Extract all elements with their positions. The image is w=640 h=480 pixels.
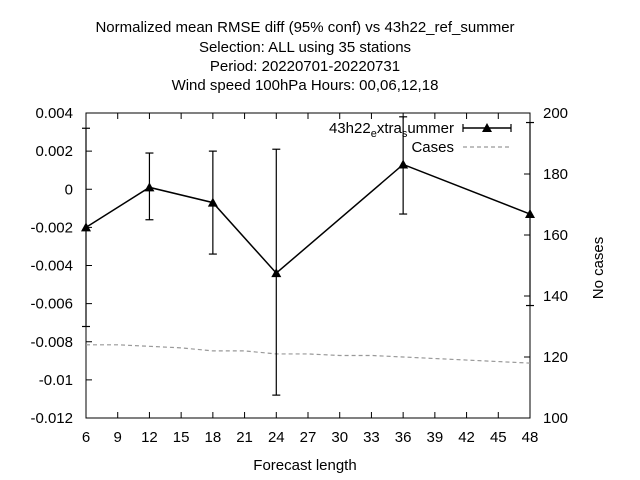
legend-subscript: e	[371, 128, 377, 140]
legend-text-segment: xtra	[377, 120, 403, 137]
y2-tick-label: 160	[543, 227, 568, 244]
x-tick-label: 9	[114, 429, 122, 446]
x-tick-label: 6	[82, 429, 90, 446]
data-point-marker	[144, 182, 155, 192]
legend-marker	[482, 123, 492, 132]
x-tick-label: 36	[395, 429, 412, 446]
y-tick-label: -0.012	[30, 410, 73, 427]
plot-frame	[85, 112, 531, 419]
y2-tick-label: 140	[543, 288, 568, 305]
x-tick-label: 30	[331, 429, 348, 446]
x-tick-label: 12	[141, 429, 158, 446]
data-point-marker	[525, 209, 535, 219]
axis-ticks: 6 9 12 15 18 21 24 27 30 33 36 39 42 45 48 -0.012 -0.01 -…	[30, 105, 568, 446]
y-tick-label: -0.002	[30, 219, 73, 236]
legend-label-cases: Cases	[411, 139, 454, 156]
legend-text-segment: ummer	[407, 120, 454, 137]
legend-symbol-series-1	[462, 123, 512, 132]
x-tick-label: 39	[427, 429, 444, 446]
legend-label-series-1: 43h22extrasummer	[329, 120, 454, 140]
y2-axis-label: No cases	[590, 237, 607, 300]
y2-tick-label: 200	[543, 105, 568, 122]
data-point-marker	[81, 222, 91, 232]
y-tick-label: -0.006	[30, 296, 73, 313]
data-point-marker	[207, 197, 218, 207]
x-tick-label: 27	[300, 429, 317, 446]
y-tick-label: 0.002	[35, 143, 73, 160]
cases-series	[86, 344, 531, 364]
rmse-series	[81, 116, 535, 396]
y-tick-label: -0.01	[39, 372, 73, 389]
x-tick-label: 24	[268, 429, 285, 446]
x-tick-label: 33	[363, 429, 380, 446]
data-point-marker	[398, 159, 409, 169]
y-tick-label: 0	[65, 181, 73, 198]
y-tick-label: -0.008	[30, 334, 73, 351]
y-tick-label: 0.004	[35, 105, 73, 122]
legend-text-segment: 43h22	[329, 120, 371, 137]
x-tick-label: 15	[173, 429, 190, 446]
cases-line	[86, 344, 531, 364]
x-tick-label: 21	[236, 429, 253, 446]
title-line-1: Normalized mean RMSE diff (95% conf) vs …	[95, 19, 514, 36]
x-tick-label: 42	[458, 429, 475, 446]
series-line	[85, 163, 531, 275]
title-line-3: Period: 20220701-20220731	[210, 58, 400, 75]
y-tick-label: -0.004	[30, 258, 73, 275]
x-tick-label: 48	[522, 429, 539, 446]
x-tick-label: 45	[490, 429, 507, 446]
data-point-marker	[271, 268, 282, 278]
y2-tick-label: 100	[543, 410, 568, 427]
title-line-2: Selection: ALL using 35 stations	[199, 39, 411, 56]
legend-subscript: s	[402, 128, 408, 140]
x-axis-label: Forecast length	[253, 457, 356, 474]
y2-tick-label: 180	[543, 166, 568, 183]
chart-title: Normalized mean RMSE diff (95% conf) vs …	[95, 19, 514, 94]
legend: 43h22extrasummer Cases	[329, 120, 512, 156]
title-line-4: Wind speed 100hPa Hours: 00,06,12,18	[172, 77, 439, 94]
x-tick-label: 18	[205, 429, 222, 446]
y2-tick-label: 120	[543, 349, 568, 366]
